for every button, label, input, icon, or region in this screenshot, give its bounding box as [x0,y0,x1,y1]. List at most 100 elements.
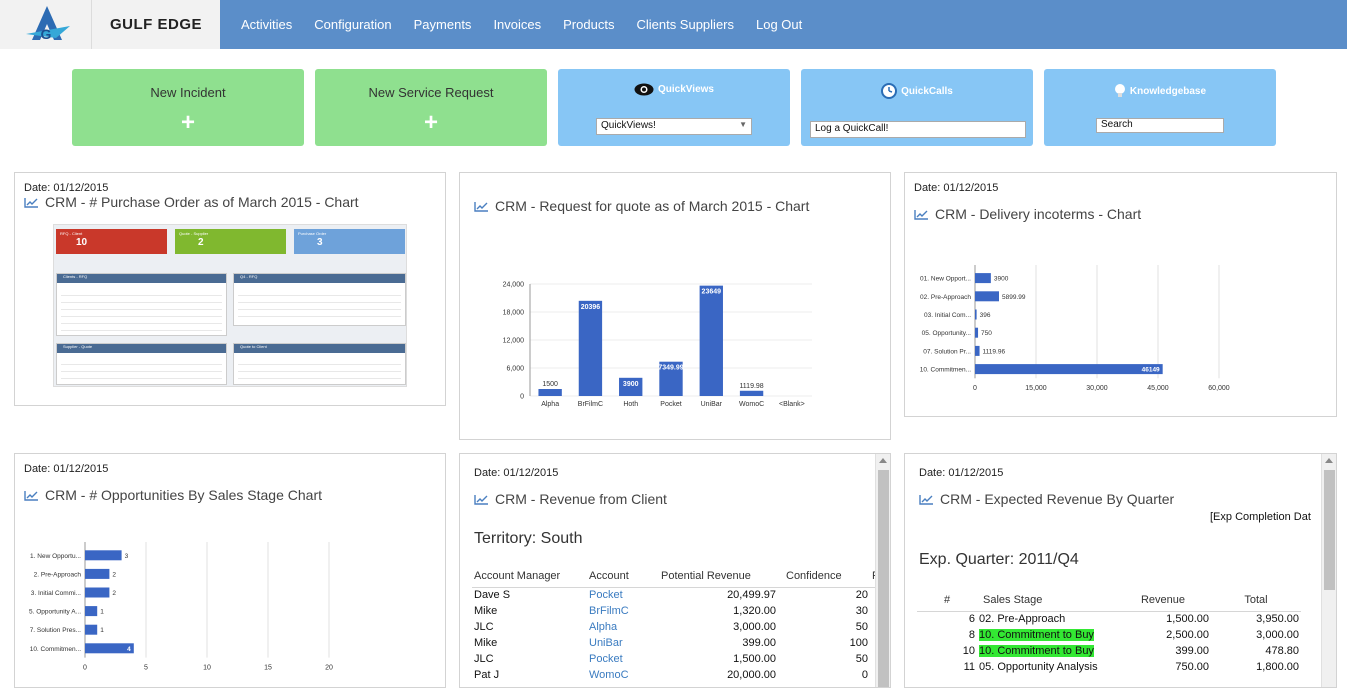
column-header[interactable]: # [917,589,977,612]
scrollbar-thumb[interactable] [878,470,889,687]
column-header[interactable]: Account Manager [472,565,587,588]
potential-revenue-cell: 20,000.00 [727,669,776,681]
x-tick-label: Hoth [623,401,638,408]
quickcalls-tile: QuickCalls Log a QuickCall! [801,69,1033,146]
scrollbar-thumb[interactable] [1324,470,1335,590]
x-tick-label: 60,000 [1208,385,1230,391]
bar [975,364,1163,375]
thumb-card-value: 3 [317,237,323,248]
new-service-request-tile[interactable]: New Service Request + [315,69,547,146]
data-label: 1 [100,627,104,634]
account-link[interactable]: Pocket [589,589,623,602]
thumb-table: Quote to Client [233,343,406,385]
sales-stage-cell: 10. Commitment to Buy [977,627,1115,643]
nav-clients-suppliers[interactable]: Clients Suppliers [636,17,734,32]
panel-scrollbar[interactable] [1321,454,1336,687]
bar [975,291,999,302]
panel-title-text: CRM - # Purchase Order as of March 2015 … [45,194,359,210]
panel-title[interactable]: CRM - Delivery incoterms - Chart [914,206,1141,222]
eye-icon [634,83,654,96]
thumb-table-rows [238,358,401,382]
revenue-client-table: Account Manager Account Potential Revenu… [472,565,881,683]
thumb-table-header: Q4 - RFQ [234,274,405,283]
y-tick-label: 2. Pre-Approach [34,571,82,578]
knowledgebase-search-input[interactable]: Search [1096,118,1224,133]
quickcall-input[interactable]: Log a QuickCall! [810,121,1026,138]
column-header[interactable]: Account [587,565,659,588]
y-tick-label: 18,000 [503,310,525,317]
main-nav: Activities Configuration Payments Invoic… [230,0,813,49]
plus-icon: + [180,109,195,136]
data-label: 750 [981,330,992,337]
new-incident-tile[interactable]: New Incident + [72,69,304,146]
thumb-table: Supplier - Quote [56,343,227,385]
revenue-cell: 399.00 [1175,645,1209,657]
thumb-table-rows [61,358,222,382]
y-tick-label: 02. Pre-Approach [920,294,971,301]
x-tick-label: UniBar [701,401,723,408]
panel-title[interactable]: CRM - Request for quote as of March 2015… [474,198,809,214]
thumb-table-header: Quote to Client [234,344,405,353]
confidence-cell: 100 [849,637,868,649]
sales-stage-cell: 02. Pre-Approach [977,611,1115,627]
quickviews-select[interactable]: QuickViews! ▼ [596,118,752,135]
account-link[interactable]: UniBar [589,637,623,649]
x-tick-label: 15 [264,665,272,670]
scroll-up-arrow-icon[interactable] [1325,458,1333,463]
column-header[interactable]: Revenue [1115,589,1211,612]
column-header[interactable]: Potential Revenue [659,565,778,588]
account-manager-cell: Dave S [474,589,511,602]
data-label: 46149 [1142,367,1160,374]
nav-log-out[interactable]: Log Out [756,17,803,32]
panel-title[interactable]: CRM - Expected Revenue By Quarter [919,491,1174,507]
account-manager-cell: JLC [474,621,494,633]
x-tick-label: 45,000 [1147,385,1169,391]
purchase-order-panel: Date: 01/12/2015 CRM - # Purchase Order … [14,172,446,406]
table-row: Mike BrFilmC 1,320.00 30 [472,603,881,619]
panel-date: Date: 01/12/2015 [24,182,109,194]
data-label: 4 [127,646,131,653]
panel-title-text: CRM - Revenue from Client [495,491,667,507]
logo[interactable]: G [0,0,92,49]
dashboard-thumbnail[interactable]: RFQ - Client 10 Quote - Supplier 2 Purch… [53,224,407,387]
account-link[interactable]: WomoC [589,669,629,681]
panel-title-text: CRM - Expected Revenue By Quarter [940,491,1175,507]
nav-invoices[interactable]: Invoices [493,17,542,32]
account-manager-cell: JLC [474,653,494,665]
panel-title-text: CRM - Request for quote as of March 2015… [495,198,810,214]
nav-products[interactable]: Products [563,17,615,32]
row-number-cell: 10 [962,645,975,657]
bar [85,568,110,579]
nav-payments[interactable]: Payments [413,17,472,32]
new-service-request-label: New Service Request [368,85,494,100]
data-label: 3900 [623,381,639,388]
nav-configuration[interactable]: Configuration [314,17,392,32]
total-cell: 478.80 [1265,645,1299,657]
account-link[interactable]: BrFilmC [589,605,629,617]
y-tick-label: 07. Solution Pr... [923,348,971,355]
bar [85,606,98,617]
panel-title[interactable]: CRM - # Purchase Order as of March 2015 … [24,194,359,210]
panel-date: Date: 01/12/2015 [474,467,559,479]
row-number-cell: 6 [968,613,975,626]
line-chart-icon [914,209,928,220]
panel-title[interactable]: CRM - # Opportunities By Sales Stage Cha… [24,487,322,503]
account-link[interactable]: Alpha [589,621,618,633]
panel-scrollbar[interactable] [875,454,890,687]
panel-date: Date: 01/12/2015 [914,182,999,194]
revenue-cell: 2,500.00 [1166,629,1209,641]
thumb-table: Q4 - RFQ [233,273,406,326]
bar [975,273,991,284]
thumb-table: Clients - RFQ [56,273,227,336]
account-link[interactable]: Pocket [589,653,623,665]
column-header[interactable]: Sales Stage [977,589,1115,612]
scroll-up-arrow-icon[interactable] [879,458,887,463]
delivery-incoterms-panel: Date: 01/12/2015 CRM - Delivery incoterm… [904,172,1337,417]
column-header[interactable]: Total [1211,589,1301,612]
data-label: 5899.99 [1002,294,1026,301]
panel-title[interactable]: CRM - Revenue from Client [474,491,667,507]
column-header[interactable]: Confidence [778,565,870,588]
nav-activities[interactable]: Activities [241,17,293,32]
thumb-table-rows [238,289,401,323]
line-chart-icon [24,197,38,208]
